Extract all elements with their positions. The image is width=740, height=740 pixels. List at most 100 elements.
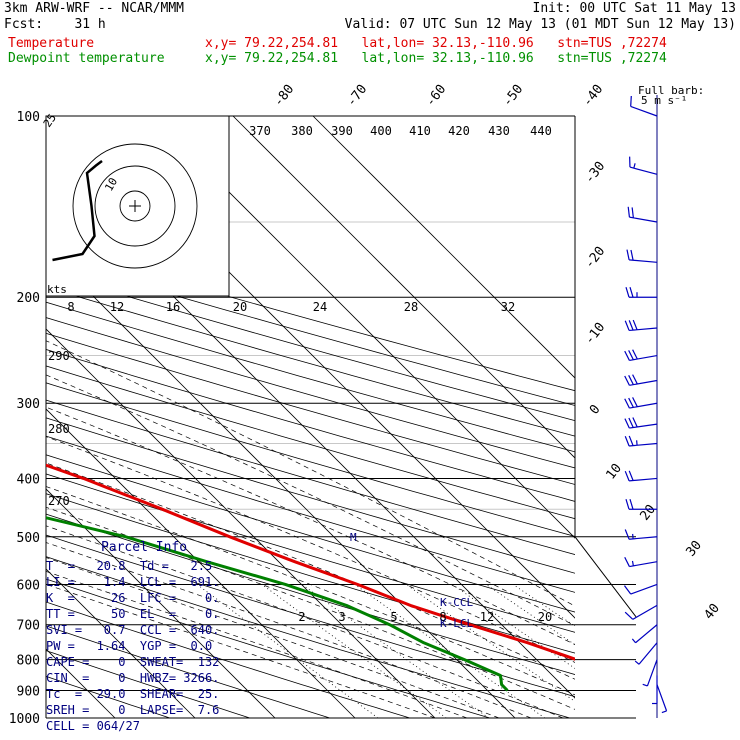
temperature-legend-info: x,y= 79.22,254.81 lat,lon= 32.13,-110.96… bbox=[205, 36, 667, 51]
dewpoint-legend-label: Dewpoint temperature bbox=[8, 51, 165, 66]
mixing-ratio-label: 3 bbox=[338, 610, 345, 624]
init-time: Init: 00 UTC Sat 11 May 13 bbox=[532, 1, 737, 16]
wind-barb bbox=[625, 499, 657, 510]
valid-time: Valid: 07 UTC Sun 12 May 13 (01 MDT Sun … bbox=[344, 17, 736, 32]
hodograph-scale-label: 16 bbox=[166, 300, 180, 314]
dry-adiabat bbox=[46, 286, 575, 437]
moist-adiabat bbox=[46, 374, 575, 627]
moist-adiabat bbox=[46, 340, 575, 607]
wind-barb-flag bbox=[626, 249, 630, 260]
wind-barb bbox=[634, 642, 658, 665]
dry-adiabat bbox=[46, 473, 575, 633]
wind-barb bbox=[625, 287, 657, 298]
dry-adiabat bbox=[46, 650, 250, 718]
hodograph-ring bbox=[94, 165, 176, 247]
parcel-row: T = 20.8 Td = 2.5 bbox=[46, 559, 213, 573]
isotherm-label: 20 bbox=[638, 502, 659, 524]
theta-label: 390 bbox=[331, 124, 353, 138]
theta-label: 420 bbox=[448, 124, 470, 138]
theta-label: 380 bbox=[291, 124, 313, 138]
wind-barb-flag bbox=[629, 287, 634, 298]
isotherm-line bbox=[152, 116, 575, 539]
wind-barb-flag bbox=[629, 499, 634, 510]
theta-label: 440 bbox=[530, 124, 552, 138]
wind-barb-half bbox=[631, 560, 634, 566]
wind-barb bbox=[624, 349, 658, 362]
wind-barb-flag bbox=[631, 207, 634, 218]
dry-adiabat bbox=[46, 349, 575, 502]
theta-label: 430 bbox=[488, 124, 510, 138]
parcel-row: SVI = 0.7 CCL = 640. bbox=[46, 623, 220, 637]
theta-label: 370 bbox=[249, 124, 271, 138]
wind-barb-flag bbox=[624, 436, 630, 447]
wind-barb-flag bbox=[628, 397, 634, 408]
wind-barb-flag bbox=[632, 374, 638, 385]
wind-barb-half bbox=[634, 660, 640, 665]
isotherm-label: -10 bbox=[582, 320, 608, 348]
wind-barb bbox=[624, 435, 658, 447]
wind-barb-flag bbox=[628, 470, 634, 481]
wind-barb bbox=[624, 470, 658, 482]
pressure-label: 400 bbox=[17, 472, 40, 487]
isotherm-label: 40 bbox=[702, 601, 723, 623]
hodograph-ring-label: 10 bbox=[102, 176, 120, 194]
wind-barb-shaft bbox=[629, 216, 658, 223]
theta-label: 410 bbox=[409, 124, 431, 138]
wind-barb bbox=[656, 684, 668, 714]
wind-barb bbox=[624, 397, 658, 409]
wind-barb-shaft bbox=[632, 604, 658, 620]
isotherm-label: -70 bbox=[344, 82, 370, 110]
hodograph-scale-label: 12 bbox=[110, 300, 124, 314]
wind-barb-flag bbox=[630, 95, 632, 107]
wind-barb-flag bbox=[625, 499, 630, 510]
parcel-row: Tc = 29.0 SHEAR= 25. bbox=[46, 687, 220, 701]
dry-adiabat bbox=[46, 243, 575, 392]
isotherm-line bbox=[312, 116, 575, 379]
wind-barb-flag bbox=[632, 397, 638, 407]
barb-legend-line1: Full barb: bbox=[638, 84, 704, 97]
wind-barb-flag bbox=[632, 349, 638, 360]
isotherm-line bbox=[46, 248, 516, 718]
isotherm-line bbox=[46, 328, 436, 718]
wind-barb bbox=[626, 249, 658, 263]
wind-barb-flag bbox=[628, 350, 634, 360]
wind-barb-shaft bbox=[656, 684, 668, 712]
dry-adiabat bbox=[46, 513, 575, 675]
isotherm-line bbox=[46, 568, 196, 718]
wind-barb-flag bbox=[624, 470, 630, 482]
parcel-row: K = 26 LFC = 0. bbox=[46, 591, 220, 605]
wind-barb-shaft bbox=[629, 259, 658, 263]
parcel-row: TT = 50 EL = 0. bbox=[46, 607, 220, 621]
mixing-ratio-line bbox=[354, 584, 546, 718]
moist-adiabat bbox=[46, 436, 575, 663]
wind-barb-shaft bbox=[629, 166, 658, 175]
hodograph-scale-label: 20 bbox=[233, 300, 247, 314]
wind-barb-shaft bbox=[629, 354, 658, 362]
parcel-info-panel: Parcel Info T = 20.8 Td = 2.5 LI = 1.4 L… bbox=[46, 540, 242, 738]
wind-barb-shaft bbox=[629, 477, 658, 482]
wind-barb bbox=[624, 319, 658, 332]
wind-barbs bbox=[623, 95, 668, 718]
pressure-label: 500 bbox=[17, 531, 40, 546]
theta-label: 400 bbox=[370, 124, 392, 138]
wind-barb-flag bbox=[624, 529, 630, 540]
isotherm-line bbox=[232, 116, 575, 459]
wind-barb bbox=[624, 604, 658, 620]
dry-adiabat bbox=[46, 317, 575, 469]
dewpoint-legend-info: x,y= 79.22,254.81 lat,lon= 32.13,-110.96… bbox=[205, 51, 667, 66]
barb-legend-line2: 5 m s⁻¹ bbox=[641, 94, 687, 107]
moist-adiabat bbox=[46, 525, 564, 718]
pressure-label: 800 bbox=[17, 654, 40, 669]
pressure-label: 300 bbox=[17, 397, 40, 412]
isotherm-label: 30 bbox=[684, 538, 705, 560]
wind-barb-shaft bbox=[630, 583, 658, 595]
mixing-ratio-line bbox=[512, 584, 575, 627]
moist-adiabat bbox=[46, 486, 575, 696]
isotherm-label: -40 bbox=[580, 82, 606, 110]
dry-adiabat bbox=[46, 493, 575, 654]
isotherm-label: -80 bbox=[271, 82, 297, 110]
mixing-ratio-line bbox=[301, 584, 489, 718]
dewpoint-trace bbox=[46, 516, 509, 692]
hodograph-ring bbox=[72, 143, 198, 269]
